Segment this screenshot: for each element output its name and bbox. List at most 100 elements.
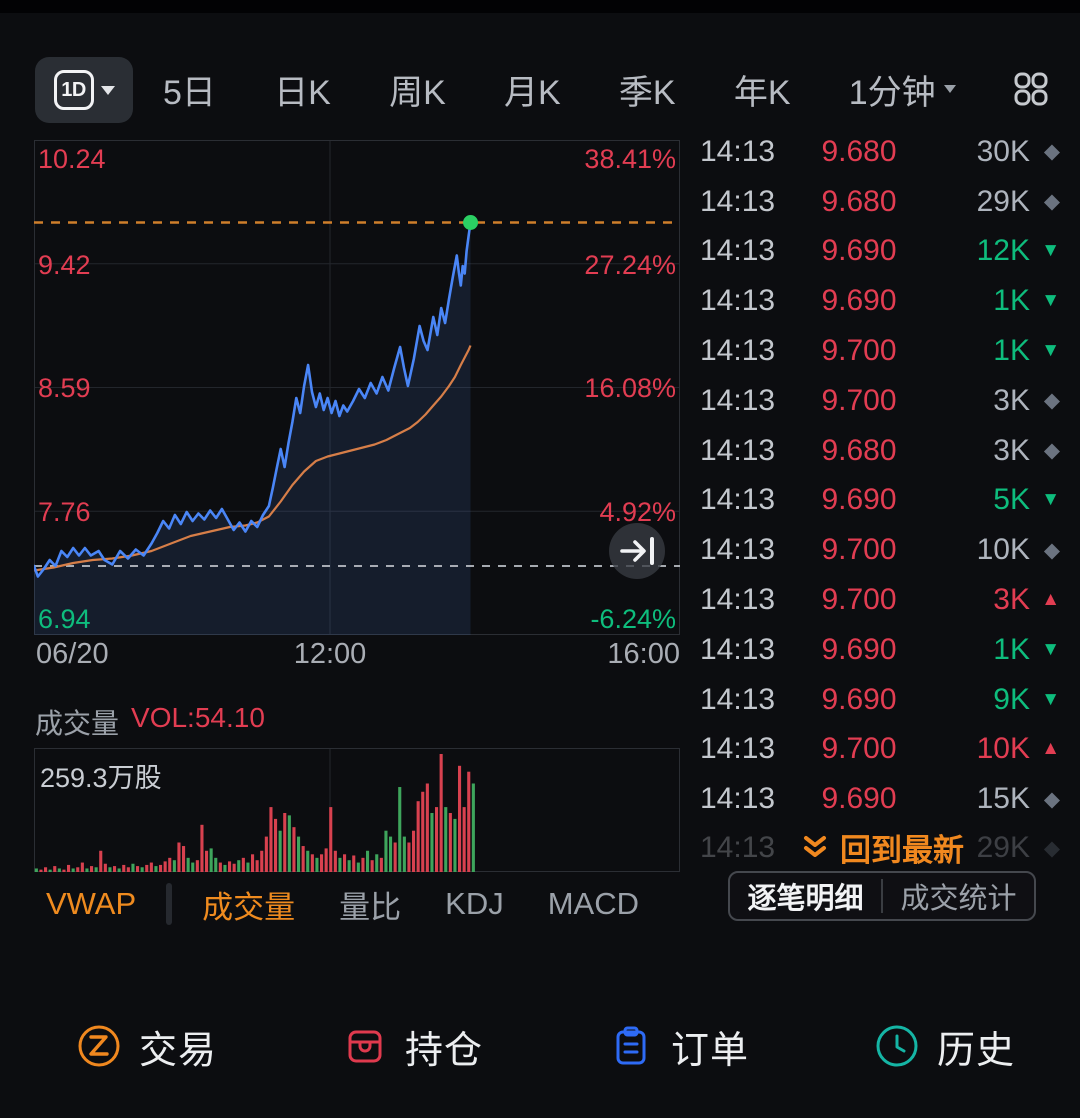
timeframe-toolbar: 1D 5日 日K 周K 月K 季K 年K 1分钟	[0, 52, 1080, 126]
sell-triangle-icon: ▼	[1041, 340, 1060, 362]
trade-price: 9.690	[821, 632, 897, 666]
trade-time: 14:13	[700, 732, 776, 766]
trade-volume: 12K	[976, 234, 1030, 268]
indicator-tab-VWAP[interactable]: VWAP	[46, 886, 137, 921]
pct-tick-16.08%: 16.08%	[584, 373, 676, 403]
bottom-navigation: 交易 持仓 订单 历史	[75, 1014, 1015, 1078]
back-to-latest-button[interactable]: 回到最新	[800, 826, 964, 868]
timeframe-chip-1d[interactable]: 1D	[35, 57, 133, 123]
time-axis-noon: 12:00	[293, 638, 367, 670]
nav-history[interactable]: 历史	[873, 1019, 1015, 1074]
tape-row[interactable]: 14:13 29K ◆	[700, 824, 1060, 874]
trade-price: 9.690	[821, 234, 897, 268]
trade-time: 14:13	[700, 782, 776, 816]
tab-日K[interactable]: 日K	[274, 73, 331, 112]
time-and-sales-list[interactable]: 14:13 9.680 30K ◆ 14:13 9.680 29K ◆ 14:13 9.690 12…	[700, 127, 1060, 865]
time-axis-date: 06/20	[36, 638, 109, 670]
tape-row[interactable]: 14:13 9.700 3K ▲	[700, 575, 1060, 625]
nav-trade[interactable]: 交易	[75, 1019, 217, 1074]
neutral-diamond-icon: ◆	[1043, 389, 1060, 413]
buy-triangle-icon: ▲	[1041, 738, 1060, 760]
trade-price: 9.680	[821, 184, 897, 218]
sell-triangle-icon: ▼	[1041, 688, 1060, 710]
trade-volume: 3K	[993, 383, 1030, 417]
price-tick-9.42: 9.42	[38, 250, 91, 280]
trade-time: 14:13	[700, 184, 776, 218]
tab-trade-statistics[interactable]: 成交统计	[900, 883, 1017, 915]
neutral-diamond-icon: ◆	[1043, 439, 1060, 463]
volume-value-label: VOL:54.10	[131, 702, 265, 733]
indicator-grid-icon[interactable]	[1014, 72, 1048, 106]
buy-triangle-icon: ▲	[1041, 589, 1060, 611]
tab-1-minute[interactable]: 1分钟	[849, 65, 956, 114]
timeframe-chip-label: 1D	[53, 70, 94, 110]
trade-time: 14:13	[700, 284, 776, 318]
time-axis-labels: 06/20 12:00 16:00	[34, 638, 680, 672]
indicator-tab-成交量[interactable]: 成交量	[202, 889, 296, 925]
price-tick-10.24: 10.24	[38, 144, 106, 174]
tab-5日[interactable]: 5日	[163, 73, 216, 112]
trade-volume: 3K	[993, 583, 1030, 617]
volume-title-label: 成交量	[35, 708, 120, 739]
tape-row[interactable]: 14:13 9.690 1K ▼	[700, 276, 1060, 326]
tab-月K[interactable]: 月K	[504, 73, 561, 112]
indicator-tab-KDJ[interactable]: KDJ	[445, 886, 504, 921]
trade-volume: 10K	[976, 533, 1030, 567]
tab-周K[interactable]: 周K	[389, 73, 446, 112]
pct-tick-4.92%: 4.92%	[599, 497, 676, 527]
tape-row[interactable]: 14:13 9.700 10K ◆	[700, 525, 1060, 575]
tape-row[interactable]: 14:13 9.680 30K ◆	[700, 127, 1060, 177]
indicator-tab-MACD[interactable]: MACD	[547, 886, 639, 921]
tab-trade-details[interactable]: 逐笔明细	[747, 883, 864, 915]
trade-price: 9.680	[821, 433, 897, 467]
tape-row[interactable]: 14:13 9.690 5K ▼	[700, 476, 1060, 526]
nav-orders[interactable]: 订单	[607, 1019, 749, 1074]
trade-price: 9.700	[821, 533, 897, 567]
divider	[166, 883, 173, 925]
tape-row[interactable]: 14:13 9.680 3K ◆	[700, 426, 1060, 476]
trade-volume: 1K	[993, 284, 1030, 318]
trade-volume: 3K	[993, 433, 1030, 467]
tape-row[interactable]: 14:13 9.700 3K ◆	[700, 376, 1060, 426]
neutral-diamond-icon: ◆	[1043, 836, 1060, 860]
trade-price: 9.690	[821, 782, 897, 816]
double-chevron-down-icon	[804, 836, 826, 857]
price-tick-6.94: 6.94	[38, 604, 91, 634]
tab-1-minute-label: 1分钟	[848, 73, 936, 112]
neutral-diamond-icon: ◆	[1043, 190, 1060, 214]
trade-volume: 10K	[976, 732, 1030, 766]
tape-row[interactable]: 14:13 9.690 15K ◆	[700, 774, 1060, 824]
tab-年K[interactable]: 年K	[733, 73, 791, 112]
trade-price: 9.700	[821, 334, 897, 368]
tape-row[interactable]: 14:13 9.690 12K ▼	[700, 227, 1060, 277]
volume-pane-title: 成交量 VOL:54.10	[35, 702, 265, 742]
indicator-tab-量比[interactable]: 量比	[339, 889, 402, 925]
tape-row[interactable]: 14:13 9.690 9K ▼	[700, 675, 1060, 725]
tape-row[interactable]: 14:13 9.700 10K ▲	[700, 725, 1060, 775]
trade-price: 9.680	[821, 134, 897, 168]
indicator-tabs: VWAP 成交量 量比 KDJ MACD	[46, 882, 639, 926]
trade-time: 14:13	[700, 682, 776, 716]
tab-季K[interactable]: 季K	[618, 73, 676, 112]
top-letterbox	[0, 0, 1080, 13]
trade-volume: 29K	[976, 831, 1030, 865]
trade-volume: 15K	[976, 782, 1030, 816]
trade-price: 9.690	[821, 483, 897, 517]
nav-label-持仓: 持仓	[404, 1029, 483, 1072]
jump-to-latest-icon[interactable]	[609, 523, 665, 579]
tape-row[interactable]: 14:13 9.690 1K ▼	[700, 625, 1060, 675]
history-icon	[873, 1022, 921, 1070]
pct-tick--6.24%: -6.24%	[590, 604, 676, 634]
trade-time: 14:13	[700, 383, 776, 417]
trade-icon	[75, 1022, 123, 1070]
nav-positions[interactable]: 持仓	[341, 1019, 483, 1074]
positions-icon	[341, 1022, 389, 1070]
intraday-price-chart[interactable]	[34, 140, 680, 635]
tape-row[interactable]: 14:13 9.700 1K ▼	[700, 326, 1060, 376]
volume-bar-chart[interactable]	[34, 748, 680, 872]
orders-icon	[607, 1022, 655, 1070]
trade-price: 9.700	[821, 583, 897, 617]
back-to-latest-label: 回到最新	[840, 832, 964, 868]
chevron-down-icon	[100, 85, 115, 95]
tape-row[interactable]: 14:13 9.680 29K ◆	[700, 177, 1060, 227]
